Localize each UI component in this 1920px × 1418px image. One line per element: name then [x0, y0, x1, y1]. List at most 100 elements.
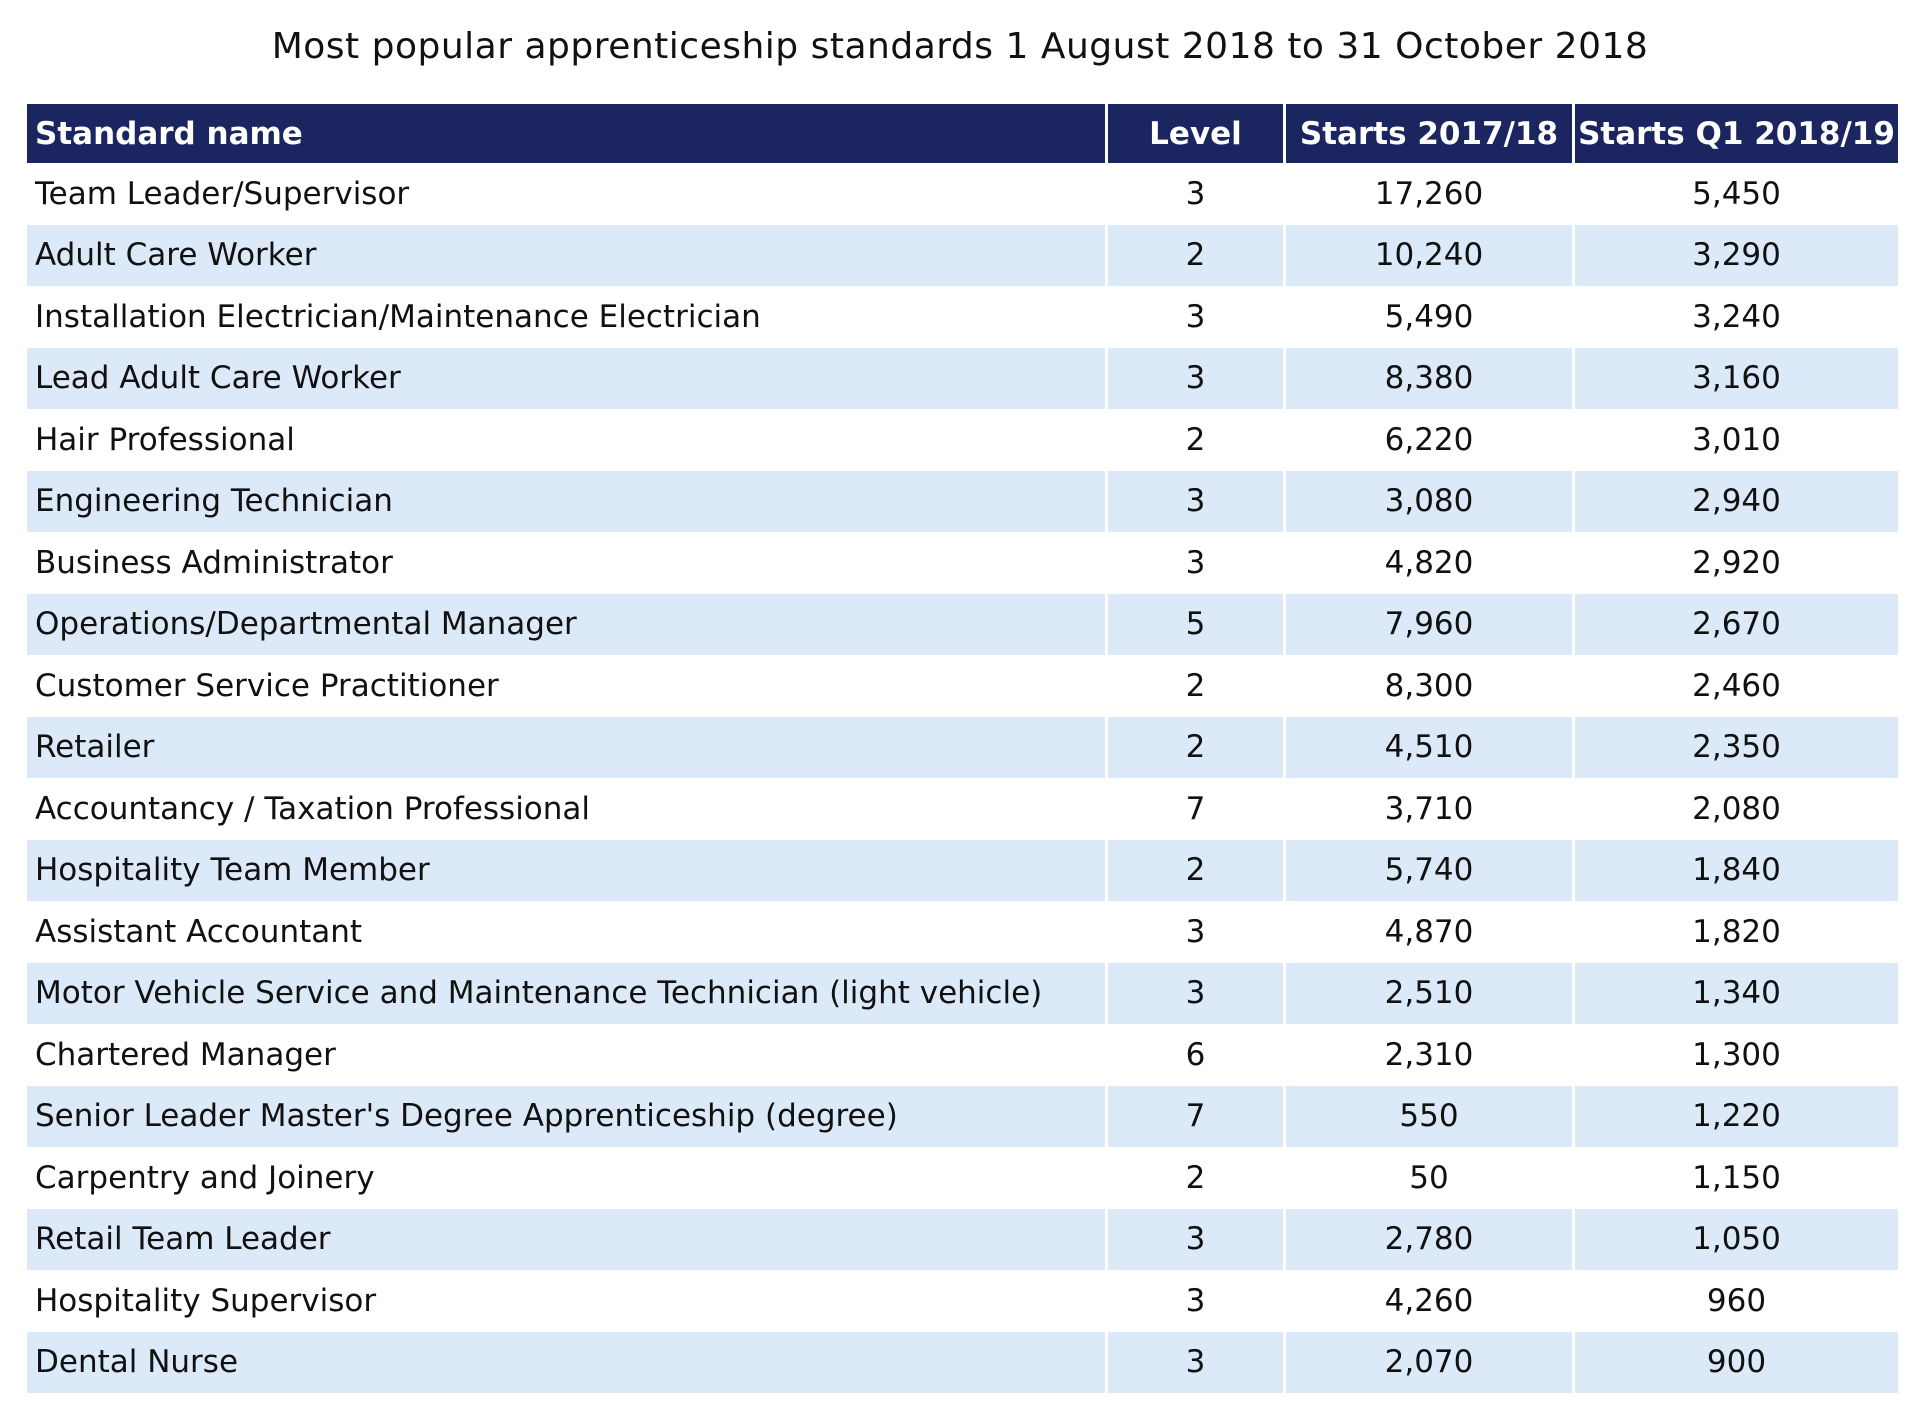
table-cell: 6,220	[1286, 409, 1575, 471]
table-cell: 2,310	[1286, 1024, 1575, 1086]
table-cell: 1,840	[1575, 839, 1898, 901]
table-cell: 3,710	[1286, 778, 1575, 840]
table-cell: 2,780	[1286, 1208, 1575, 1270]
table-cell: 2	[1108, 224, 1286, 286]
table-cell: 2,070	[1286, 1331, 1575, 1393]
table-cell: 7,960	[1286, 593, 1575, 655]
header-cell: Starts Q1 2018/19	[1575, 104, 1898, 163]
table-row: Engineering Technician 3 3,080 2,940	[27, 470, 1898, 532]
table-cell: Carpentry and Joinery	[27, 1147, 1108, 1209]
table-row: Retail Team Leader 3 2,780 1,050	[27, 1208, 1898, 1270]
table-cell: Customer Service Practitioner	[27, 655, 1108, 717]
table-cell: Hospitality Team Member	[27, 839, 1108, 901]
table-cell: 3	[1108, 1270, 1286, 1332]
table-row: Motor Vehicle Service and Maintenance Te…	[27, 962, 1898, 1024]
header-cell: Level	[1108, 104, 1286, 163]
table-cell: 2	[1108, 1147, 1286, 1209]
table-cell: Retail Team Leader	[27, 1208, 1108, 1270]
table-cell: Chartered Manager	[27, 1024, 1108, 1086]
table-row: Lead Adult Care Worker 3 8,380 3,160	[27, 347, 1898, 409]
table-cell: 2,510	[1286, 962, 1575, 1024]
table-cell: Senior Leader Master's Degree Apprentice…	[27, 1085, 1108, 1147]
table-cell: 2,080	[1692, 790, 1781, 827]
table-cell: 3,080	[1286, 470, 1575, 532]
table-row: Accountancy / Taxation Professional 7 3,71…	[27, 778, 1898, 840]
table-cell: 10,240	[1286, 224, 1575, 286]
table-cell: 3,160	[1575, 347, 1898, 409]
table-row: Hair Professional 2 6,220 3,010	[27, 409, 1898, 471]
table-row: Business Administrator 3 4,820 2,920	[27, 532, 1898, 594]
table-cell: 8,380	[1286, 347, 1575, 409]
table-row: Operations/Departmental Manager 5 7,960 2,6…	[27, 593, 1898, 655]
table-row: Team Leader/Supervisor 3 17,260 5,450	[27, 163, 1898, 225]
table-cell: 3	[1108, 901, 1286, 963]
table-cell: Adult Care Worker	[27, 224, 1108, 286]
table-cell: 960	[1706, 1282, 1767, 1319]
table-cell: 900	[1575, 1331, 1898, 1393]
table-cell: 1,150	[1692, 1159, 1781, 1196]
table-row: Retailer 2 4,510 2,350	[27, 716, 1898, 778]
table-cell: Dental Nurse	[27, 1331, 1108, 1393]
table-cell: 2,940	[1575, 470, 1898, 532]
table-cell: 2	[1108, 655, 1286, 717]
table-row: Installation Electrician/Maintenance Ele…	[27, 286, 1898, 348]
table-cell: 17,260	[1286, 163, 1575, 225]
table-cell: 2,350	[1575, 716, 1898, 778]
table-cell: 50	[1286, 1147, 1575, 1209]
data-table: Standard name Level Starts 2017/18 Starts Q…	[27, 104, 1898, 1393]
table-row: Assistant Accountant 3 4,870 1,820	[27, 901, 1898, 963]
table-cell: 5	[1108, 593, 1286, 655]
table-cell: 3	[1108, 532, 1286, 594]
table-cell: 2,670	[1575, 593, 1898, 655]
table-cell: Lead Adult Care Worker	[27, 347, 1108, 409]
table-cell: 4,260	[1286, 1270, 1575, 1332]
table-cell: 1,820	[1692, 913, 1781, 950]
table-cell: 550	[1286, 1085, 1575, 1147]
table-cell: 2	[1108, 716, 1286, 778]
table-cell: 7	[1108, 1085, 1286, 1147]
table-cell: 8,300	[1286, 655, 1575, 717]
table-row: Senior Leader Master's Degree Apprentice…	[27, 1085, 1898, 1147]
table-cell: 3	[1108, 470, 1286, 532]
table-cell: 2,460	[1692, 667, 1781, 704]
table-cell: Engineering Technician	[27, 470, 1108, 532]
table-cell: 1,300	[1692, 1036, 1781, 1073]
table-cell: 3,240	[1692, 298, 1781, 335]
table-cell: 2	[1108, 409, 1286, 471]
table-row: Adult Care Worker 2 10,240 3,290	[27, 224, 1898, 286]
table-cell: Team Leader/Supervisor	[27, 163, 1108, 225]
table-cell: Installation Electrician/Maintenance Ele…	[27, 286, 1108, 348]
table-cell: 1,050	[1575, 1208, 1898, 1270]
table-cell: Retailer	[27, 716, 1108, 778]
table-row: Hospitality Supervisor 3 4,260 960	[27, 1270, 1898, 1332]
table-cell: Motor Vehicle Service and Maintenance Te…	[27, 962, 1108, 1024]
table-cell: 3	[1108, 1208, 1286, 1270]
table-cell: Hospitality Supervisor	[27, 1270, 1108, 1332]
table-cell: 2	[1108, 839, 1286, 901]
table-cell: 4,510	[1286, 716, 1575, 778]
table-cell: 4,870	[1286, 901, 1575, 963]
table-cell: 3,290	[1575, 224, 1898, 286]
table-cell: 1,340	[1575, 962, 1898, 1024]
table-cell: 5,450	[1692, 175, 1781, 212]
table-cell: 5,490	[1286, 286, 1575, 348]
table-cell: 3	[1108, 1331, 1286, 1393]
table-cell: 3	[1108, 163, 1286, 225]
table-cell: 2,920	[1692, 544, 1781, 581]
table-cell: Business Administrator	[27, 532, 1108, 594]
table-cell: Assistant Accountant	[27, 901, 1108, 963]
table-cell: Operations/Departmental Manager	[27, 593, 1108, 655]
header-cell: Starts 2017/18	[1286, 104, 1575, 163]
table-cell: Accountancy / Taxation Professional	[27, 778, 1108, 840]
table-row: Hospitality Team Member 2 5,740 1,840	[27, 839, 1898, 901]
table-row: Customer Service Practitioner 2 8,300 2,460	[27, 655, 1898, 717]
table-row: Dental Nurse 3 2,070 900	[27, 1331, 1898, 1393]
table-cell: 5,740	[1286, 839, 1575, 901]
table-cell: Hair Professional	[27, 409, 1108, 471]
table-cell: 3,010	[1692, 421, 1781, 458]
table-row: Chartered Manager 6 2,310 1,300	[27, 1024, 1898, 1086]
table-cell: 7	[1108, 778, 1286, 840]
table-cell: 4,820	[1286, 532, 1575, 594]
